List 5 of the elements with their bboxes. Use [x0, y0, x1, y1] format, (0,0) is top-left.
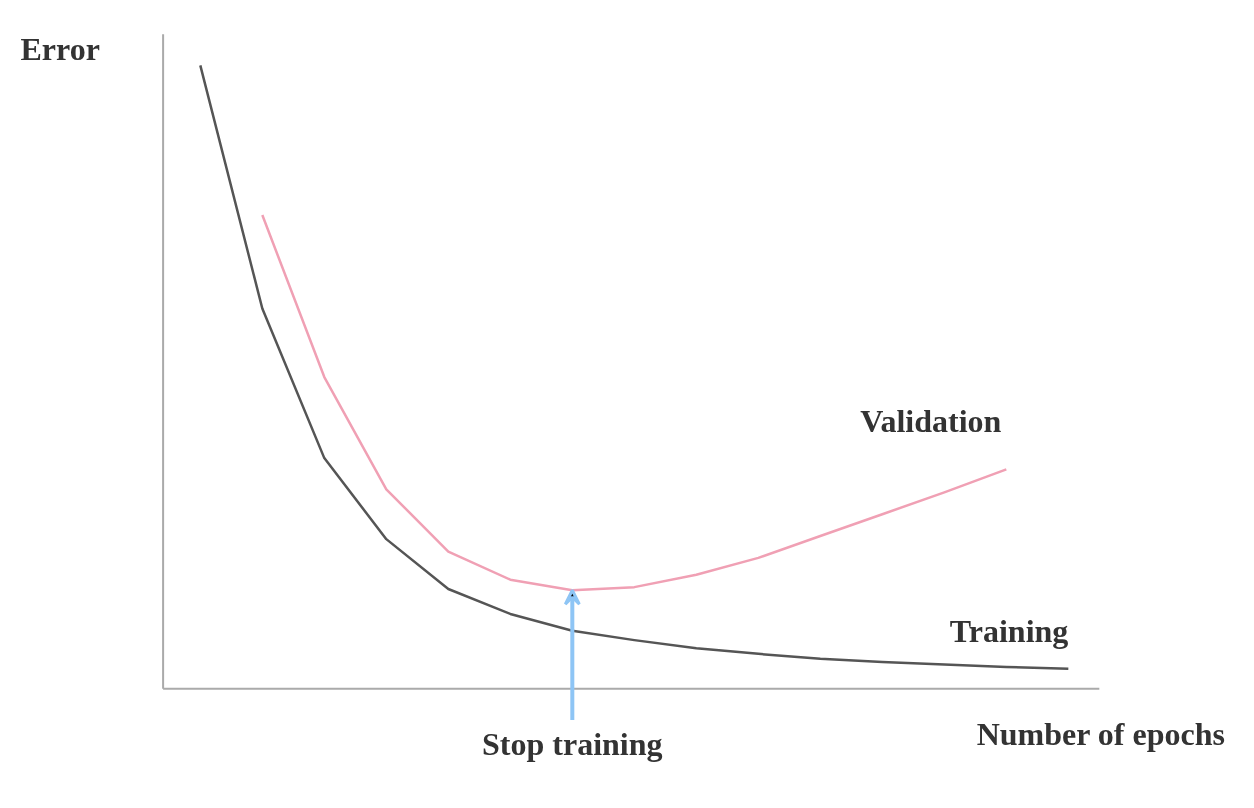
y-axis-title: Error: [20, 30, 100, 67]
series-label: Training: [949, 612, 1069, 649]
x-axis-title: Number of epochs: [976, 715, 1225, 752]
series-label: Validation: [860, 403, 1002, 440]
annotation: Stop training: [482, 726, 663, 763]
